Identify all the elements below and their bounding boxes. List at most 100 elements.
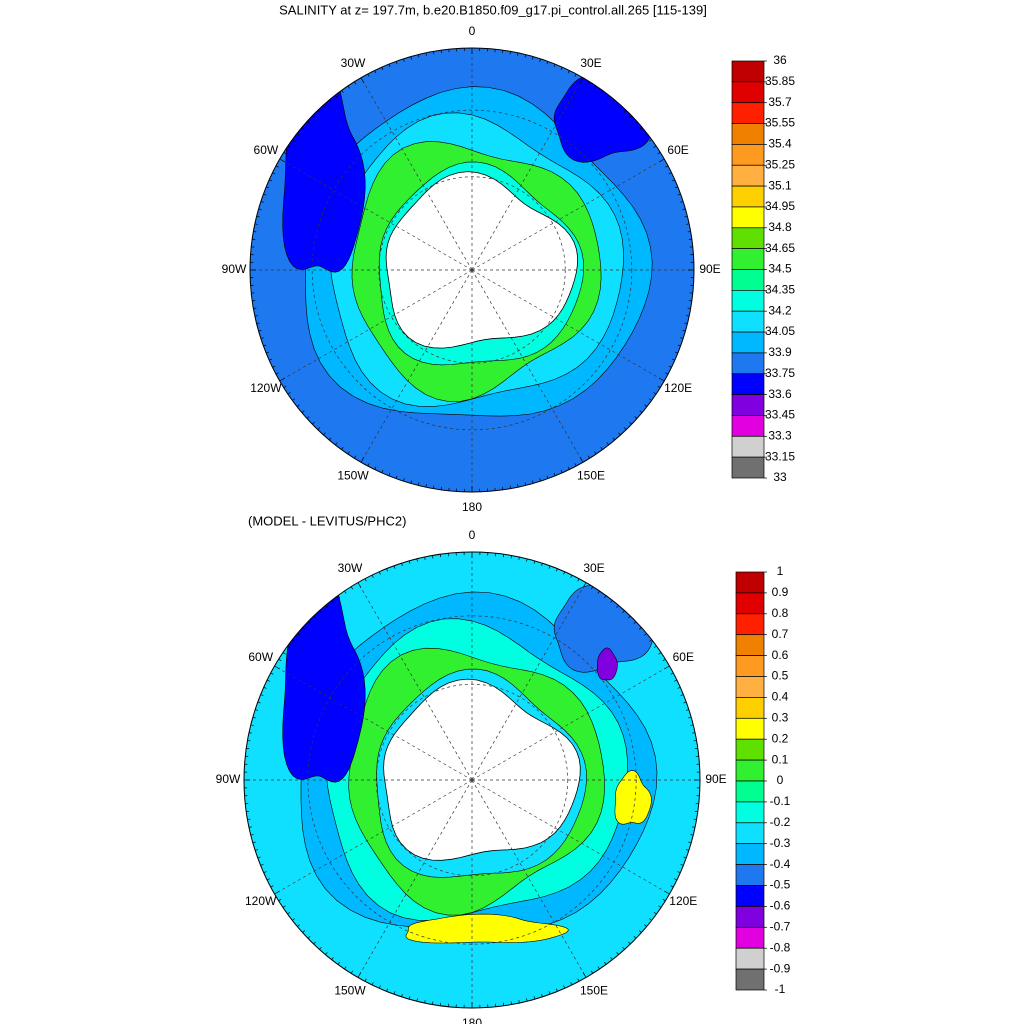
map-tick [256, 322, 260, 325]
map-tick [329, 99, 332, 103]
colorbar-box [735, 592, 765, 615]
colorbar-label: 35.55 [765, 116, 795, 130]
map-tick [688, 841, 692, 844]
map-tick [616, 605, 619, 608]
map-tick [618, 432, 621, 436]
colorbar-box [731, 331, 765, 354]
colorbar-box [731, 248, 765, 270]
colorbar-label: 35.4 [768, 137, 792, 151]
longitude-label: 120W [250, 381, 282, 395]
map-tick [597, 966, 600, 970]
map-tick [649, 918, 652, 921]
map-tick [685, 709, 689, 711]
map-tick [518, 1000, 520, 1004]
longitude-label: 30W [341, 56, 366, 70]
colorbar-box [735, 968, 765, 991]
graticule [378, 176, 566, 364]
longitude-label: 180 [462, 1016, 482, 1024]
map-tick [248, 732, 252, 734]
longitude-label: 150W [334, 983, 366, 997]
colorbar-box [731, 185, 765, 208]
graticule [279, 158, 473, 271]
map-tick [302, 627, 306, 630]
map-tick [587, 455, 590, 459]
map-tick [677, 193, 681, 196]
map-tick [417, 54, 420, 58]
map-tick [424, 1000, 426, 1004]
map-tick [357, 972, 362, 978]
map-tick [590, 586, 594, 590]
colorbar-box [735, 634, 765, 656]
map-tick [296, 404, 300, 407]
map-tick [623, 427, 627, 430]
map-tick [312, 115, 315, 119]
map-tick [306, 121, 310, 124]
map-tick [684, 322, 688, 325]
map-tick [274, 665, 280, 670]
map-tick [378, 985, 381, 989]
map-tick [433, 51, 435, 55]
map-tick [374, 466, 377, 470]
map-tick [546, 61, 549, 65]
map-tick [622, 610, 625, 614]
map-tick [408, 560, 411, 564]
map-tick [272, 365, 276, 368]
colorbar-box [735, 655, 765, 677]
longitude-label: 90W [216, 772, 241, 786]
longitude-label: 60E [667, 143, 688, 157]
map-tick [301, 410, 305, 413]
map-tick [337, 961, 341, 965]
map-tick [388, 472, 391, 476]
map-tick [350, 586, 354, 590]
map-tick [594, 451, 597, 455]
graticule [471, 158, 665, 271]
map-tick [301, 127, 305, 130]
map-tick [657, 152, 661, 155]
colorbar-label: 33.3 [768, 428, 792, 442]
map-tick [555, 568, 558, 572]
map-tick [357, 582, 362, 588]
map-tick [266, 351, 270, 354]
colorbar-box [735, 926, 765, 949]
map-tick [570, 574, 573, 578]
colorbar-box [731, 81, 765, 104]
map-tick [532, 480, 534, 484]
map-tick [258, 208, 262, 210]
map-tick [628, 941, 631, 945]
map-tick [612, 99, 615, 103]
longitude-label: 30W [338, 561, 363, 575]
map-tick [628, 615, 631, 619]
map-tick [272, 172, 276, 175]
map-tick [253, 307, 257, 309]
map-tick [671, 358, 675, 361]
map-tick [297, 633, 300, 636]
colorbar-box [735, 801, 765, 824]
map-tick [653, 392, 657, 395]
map-tick [393, 991, 396, 995]
map-tick [279, 158, 286, 163]
colorbar-label: 34.35 [765, 283, 795, 297]
map [244, 552, 700, 1008]
map-tick [668, 172, 672, 175]
map-tick [386, 988, 389, 992]
map-tick [685, 849, 689, 851]
graticule [360, 77, 473, 271]
map-tick [275, 372, 279, 375]
map-tick [686, 223, 690, 225]
map-tick [292, 639, 295, 642]
map-tick [553, 64, 556, 68]
map-tick [670, 672, 674, 675]
map-tick [680, 863, 684, 866]
colorbar-label: 34.5 [768, 262, 792, 276]
colorbar-box [731, 435, 765, 458]
colorbar-box [735, 571, 765, 594]
map-tick [266, 679, 270, 682]
map-tick [618, 104, 621, 108]
colorbar-label: 0.9 [772, 585, 789, 599]
map-tick [664, 890, 670, 895]
map-tick [341, 90, 344, 94]
map-tick [517, 484, 519, 488]
map-tick [287, 645, 291, 649]
colorbar-label: -0.3 [770, 836, 791, 850]
map-tick [658, 652, 662, 655]
